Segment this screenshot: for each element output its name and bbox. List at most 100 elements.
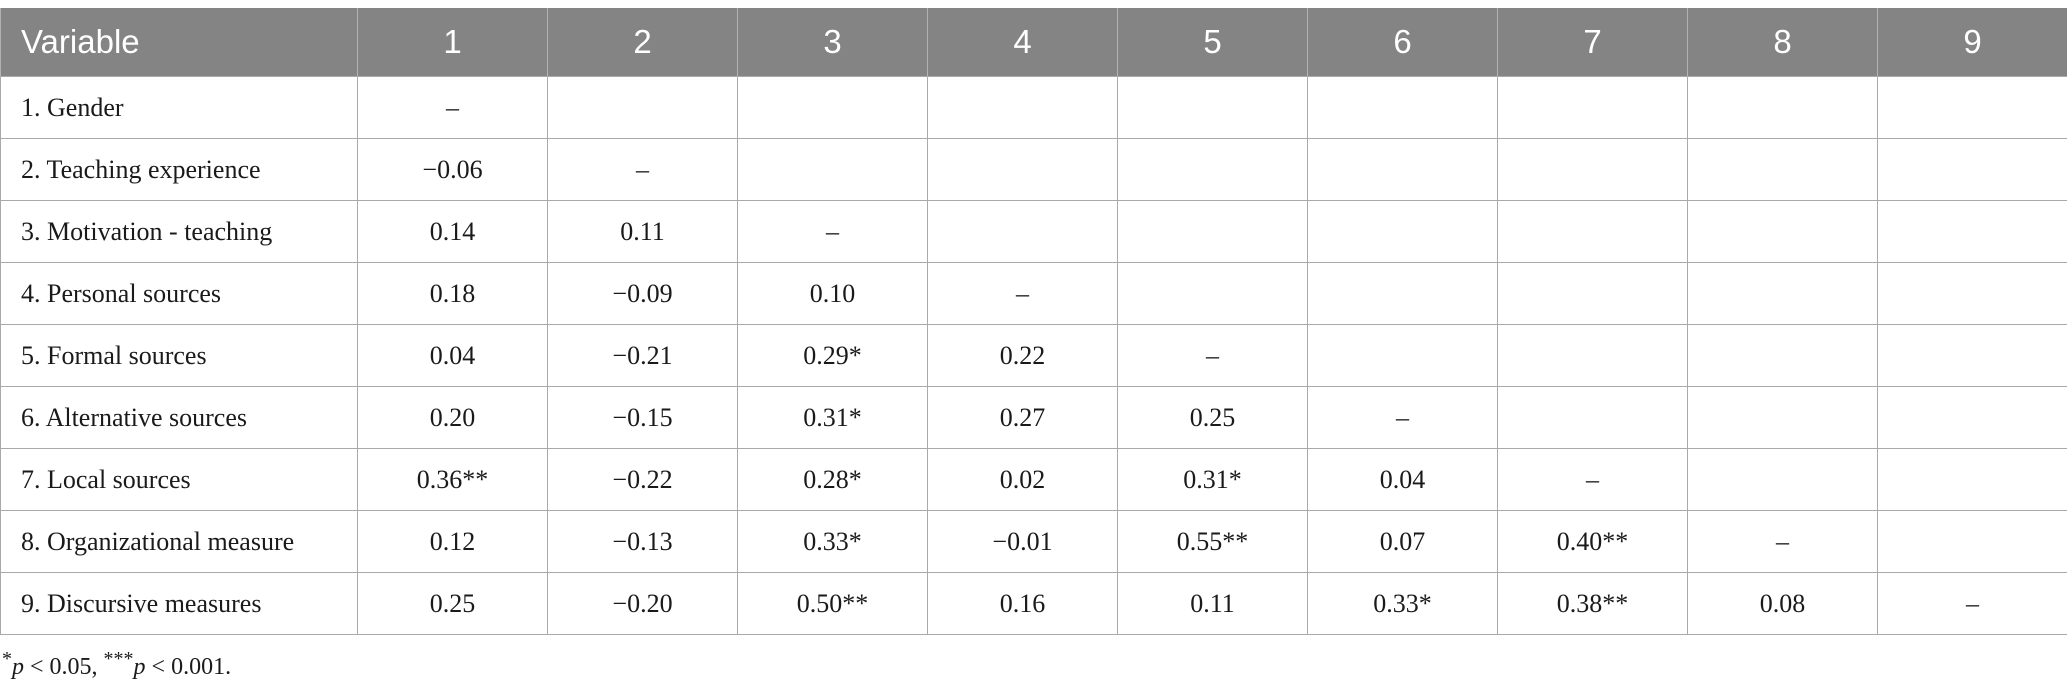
correlation-cell (1687, 324, 1878, 387)
correlation-cell: 0.29* (737, 324, 928, 387)
footnote-symbol-single: * (2, 648, 12, 670)
variable-label: 6. Alternative sources (0, 386, 358, 449)
correlation-cell: – (737, 200, 928, 263)
correlation-cell (1307, 324, 1498, 387)
correlation-cell (1497, 386, 1688, 449)
correlation-cell (1877, 324, 2067, 387)
correlation-cell (927, 138, 1118, 201)
correlation-cell: 0.02 (927, 448, 1118, 511)
header-col-9: 9 (1877, 8, 2067, 77)
correlation-cell (1497, 324, 1688, 387)
correlation-cell: 0.31* (737, 386, 928, 449)
correlation-cell: – (357, 76, 548, 139)
header-variable: Variable (0, 8, 358, 77)
correlation-cell (1877, 76, 2067, 139)
correlation-cell: 0.28* (737, 448, 928, 511)
correlation-cell: 0.07 (1307, 510, 1498, 573)
header-col-4: 4 (927, 8, 1118, 77)
table-row: 1. Gender – (0, 76, 2067, 139)
correlation-cell: – (1307, 386, 1498, 449)
correlation-cell (1687, 386, 1878, 449)
table-row: 8. Organizational measure 0.12 −0.13 0.33* −… (0, 510, 2067, 573)
correlation-cell (1117, 138, 1308, 201)
table-row: 6. Alternative sources 0.20 −0.15 0.31* 0.27… (0, 386, 2067, 449)
correlation-cell (1307, 200, 1498, 263)
variable-label: 2. Teaching experience (0, 138, 358, 201)
variable-label: 7. Local sources (0, 448, 358, 511)
correlation-cell: −0.09 (547, 262, 738, 325)
correlation-cell: −0.13 (547, 510, 738, 573)
table-row: 4. Personal sources 0.18 −0.09 0.10– (0, 262, 2067, 325)
footnote-text-1: < 0.05, (24, 654, 104, 680)
correlation-cell (1877, 138, 2067, 201)
header-col-3: 3 (737, 8, 928, 77)
header-col-2: 2 (547, 8, 738, 77)
variable-label: 3. Motivation - teaching (0, 200, 358, 263)
header-col-8: 8 (1687, 8, 1878, 77)
correlation-cell (1117, 76, 1308, 139)
table-row: 7. Local sources 0.36** −0.22 0.28* 0.02 0.31… (0, 448, 2067, 511)
correlation-cell: – (1117, 324, 1308, 387)
correlation-cell (927, 200, 1118, 263)
correlation-cell: – (1497, 448, 1688, 511)
footnote-text-2: < 0.001. (145, 654, 232, 680)
correlation-cell (1497, 262, 1688, 325)
correlation-cell: 0.55** (1117, 510, 1308, 573)
correlation-cell: −0.06 (357, 138, 548, 201)
correlation-cell: −0.20 (547, 572, 738, 635)
correlation-cell (927, 76, 1118, 139)
correlation-cell (1877, 262, 2067, 325)
correlation-cell (737, 76, 928, 139)
table-row: 3. Motivation - teaching 0.14 0.11– (0, 200, 2067, 263)
correlation-cell: 0.27 (927, 386, 1118, 449)
header-col-1: 1 (357, 8, 548, 77)
correlation-table: Variable 1 2 3 4 5 6 7 8 9 1. Gender –2. Teaching … (0, 8, 2067, 635)
correlation-cell: −0.01 (927, 510, 1118, 573)
correlation-cell (1117, 200, 1308, 263)
correlation-cell: −0.21 (547, 324, 738, 387)
correlation-cell (1497, 200, 1688, 263)
correlation-cell: 0.11 (547, 200, 738, 263)
correlation-cell (1497, 138, 1688, 201)
correlation-cell: 0.10 (737, 262, 928, 325)
correlation-cell (1877, 510, 2067, 573)
correlation-cell: −0.22 (547, 448, 738, 511)
table-row: 2. Teaching experience −0.06– (0, 138, 2067, 201)
correlation-cell (1497, 76, 1688, 139)
correlation-cell (1117, 262, 1308, 325)
correlation-cell (1877, 448, 2067, 511)
correlation-cell: 0.36** (357, 448, 548, 511)
correlation-table-container: Variable 1 2 3 4 5 6 7 8 9 1. Gender –2. Teaching … (0, 8, 2067, 635)
correlation-cell: 0.22 (927, 324, 1118, 387)
correlation-cell (1877, 200, 2067, 263)
correlation-cell: 0.14 (357, 200, 548, 263)
table-row: 9. Discursive measures 0.25 −0.20 0.50** 0.1… (0, 572, 2067, 635)
table-footnote: *p < 0.05, ***p < 0.001. (2, 648, 231, 681)
correlation-cell: 0.25 (1117, 386, 1308, 449)
correlation-cell: 0.33* (737, 510, 928, 573)
correlation-cell (1687, 262, 1878, 325)
header-col-6: 6 (1307, 8, 1498, 77)
correlation-cell: 0.04 (1307, 448, 1498, 511)
variable-label: 1. Gender (0, 76, 358, 139)
correlation-cell: 0.33* (1307, 572, 1498, 635)
header-row: Variable 1 2 3 4 5 6 7 8 9 (0, 8, 2067, 77)
correlation-cell (1687, 138, 1878, 201)
variable-label: 4. Personal sources (0, 262, 358, 325)
correlation-cell (737, 138, 928, 201)
correlation-cell (1687, 76, 1878, 139)
correlation-cell: 0.50** (737, 572, 928, 635)
table-row: 5. Formal sources 0.04 −0.21 0.29* 0.22– (0, 324, 2067, 387)
correlation-cell: 0.31* (1117, 448, 1308, 511)
header-col-5: 5 (1117, 8, 1308, 77)
correlation-cell: – (1877, 572, 2067, 635)
table-body: 1. Gender –2. Teaching experience −0.06–3.… (0, 76, 2067, 635)
correlation-cell: 0.25 (357, 572, 548, 635)
variable-label: 9. Discursive measures (0, 572, 358, 635)
correlation-cell: 0.11 (1117, 572, 1308, 635)
correlation-cell (1307, 138, 1498, 201)
correlation-cell: 0.38** (1497, 572, 1688, 635)
header-col-7: 7 (1497, 8, 1688, 77)
correlation-cell (1687, 200, 1878, 263)
correlation-cell: 0.16 (927, 572, 1118, 635)
